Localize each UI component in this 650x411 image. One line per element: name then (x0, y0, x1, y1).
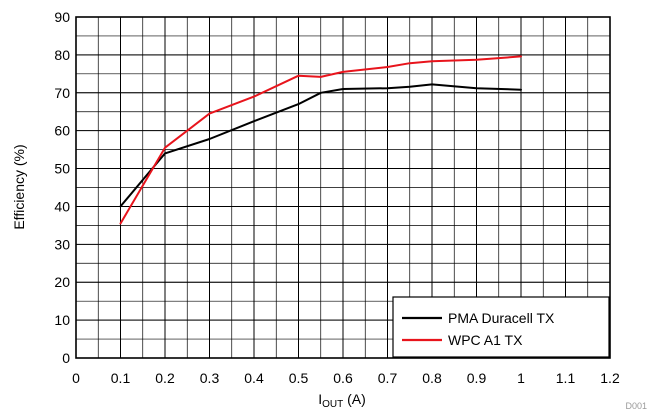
y-tick-label: 0 (62, 350, 70, 366)
x-axis-label-subscript: OUT (322, 399, 343, 410)
legend-label-pma: PMA Duracell TX (448, 310, 555, 326)
y-tick-labels: 0 10 20 30 40 50 60 70 80 90 (54, 9, 70, 366)
x-tick-label: 0.7 (378, 370, 398, 386)
series-line-1 (119, 55, 522, 225)
y-tick-label: 30 (54, 236, 70, 252)
y-tick-label: 40 (54, 198, 70, 214)
x-tick-label: 0.4 (244, 370, 264, 386)
x-tick-label: 0.1 (111, 370, 131, 386)
series-line-0 (119, 83, 522, 208)
series-layer (119, 55, 522, 225)
x-tick-label: 0 (72, 370, 80, 386)
x-tick-label: 1 (517, 370, 525, 386)
y-tick-label: 20 (54, 274, 70, 290)
x-tick-label: 0.3 (200, 370, 220, 386)
x-axis-label: IOUT (A) (318, 391, 366, 410)
x-tick-label: 0.2 (155, 370, 175, 386)
y-axis-label: Efficiency (%) (11, 144, 27, 229)
figure-code: D001 (625, 401, 647, 411)
legend: PMA Duracell TX WPC A1 TX (392, 296, 610, 358)
x-tick-label: 0.8 (422, 370, 442, 386)
x-tick-label: 0.5 (289, 370, 309, 386)
x-tick-label: 0.9 (467, 370, 487, 386)
y-tick-label: 50 (54, 161, 70, 177)
y-tick-label: 70 (54, 85, 70, 101)
y-tick-label: 80 (54, 47, 70, 63)
x-tick-label: 0.6 (333, 370, 353, 386)
x-tick-labels: 0 0.1 0.2 0.3 0.4 0.5 0.6 0.7 0.8 0.9 1 1.1 1.2 (72, 370, 620, 386)
x-axis-label-unit: (A) (343, 391, 366, 407)
legend-label-wpc: WPC A1 TX (448, 332, 523, 348)
x-tick-label: 1.2 (600, 370, 620, 386)
x-axis-label-main: I (318, 391, 322, 407)
x-tick-label: 1.1 (556, 370, 576, 386)
y-tick-label: 60 (54, 123, 70, 139)
plot-frame (75, 16, 611, 359)
legend-box (392, 296, 610, 358)
y-tick-label: 10 (54, 312, 70, 328)
y-tick-label: 90 (54, 9, 70, 25)
